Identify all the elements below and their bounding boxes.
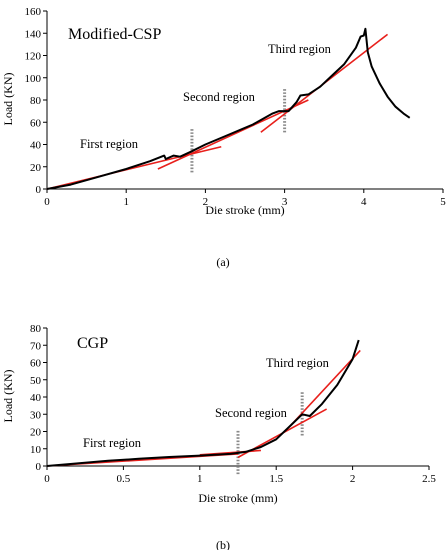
chart-title-b: CGP — [77, 335, 108, 352]
x-tick-label-b: 1.5 — [269, 473, 283, 485]
fit-line-b — [290, 349, 361, 426]
x-tick-label-a: 0 — [44, 196, 50, 208]
chart-panel-a: Modified-CSP First region Second region … — [1, 6, 446, 269]
chart-panel-b: CGP First region Second region Third reg… — [1, 323, 436, 550]
x-tick-label-b: 1 — [197, 473, 203, 485]
region-label-second-a: Second region — [183, 90, 256, 104]
x-tick-label-a: 5 — [440, 196, 446, 208]
x-tick-label-a: 3 — [282, 196, 288, 208]
y-tick-label-b: 50 — [30, 375, 42, 387]
y-tick-label-b: 80 — [30, 323, 42, 335]
y-tick-label-a: 120 — [25, 51, 42, 63]
x-tick-label-b: 2 — [350, 473, 356, 485]
load-curve-b — [46, 339, 360, 467]
x-tick-label-b: 2.5 — [422, 473, 436, 485]
region-label-third-a: Third region — [268, 42, 332, 56]
panel-label-b: (b) — [216, 538, 230, 550]
y-tick-label-a: 0 — [36, 184, 42, 196]
y-tick-label-b: 0 — [36, 461, 42, 473]
y-tick-label-a: 100 — [25, 73, 42, 85]
region-label-first-a: First region — [80, 137, 139, 151]
chart-title-a: Modified-CSP — [68, 26, 161, 43]
y-tick-label-a: 60 — [30, 117, 42, 129]
region-label-first-b: First region — [83, 436, 142, 450]
y-tick-label-b: 70 — [30, 340, 42, 352]
y-tick-label-b: 10 — [30, 444, 42, 456]
x-tick-label-a: 4 — [361, 196, 367, 208]
load-curve-a — [46, 27, 411, 190]
y-tick-label-a: 160 — [25, 6, 42, 18]
x-axis-label-a: Die stroke (mm) — [205, 203, 284, 217]
y-axis-label-a: Load (KN) — [1, 73, 15, 126]
y-tick-label-b: 60 — [30, 358, 42, 370]
x-tick-label-a: 1 — [123, 196, 129, 208]
fit-line-a — [46, 145, 222, 190]
panel-label-a: (a) — [216, 255, 229, 269]
y-tick-label-a: 20 — [30, 162, 42, 174]
y-tick-label-b: 40 — [30, 392, 42, 404]
region-label-second-b: Second region — [215, 406, 288, 420]
x-tick-label-b: 0.5 — [117, 473, 131, 485]
x-tick-label-a: 2 — [203, 196, 209, 208]
y-tick-label-a: 140 — [25, 28, 42, 40]
region-label-third-b: Third region — [266, 356, 330, 370]
y-tick-label-a: 80 — [30, 95, 42, 107]
x-axis-label-b: Die stroke (mm) — [198, 491, 277, 505]
y-tick-label-b: 20 — [30, 427, 42, 439]
y-axis-label-b: Load (KN) — [1, 370, 15, 423]
y-tick-label-a: 40 — [30, 140, 42, 152]
x-tick-label-b: 0 — [44, 473, 50, 485]
y-tick-label-b: 30 — [30, 409, 42, 421]
